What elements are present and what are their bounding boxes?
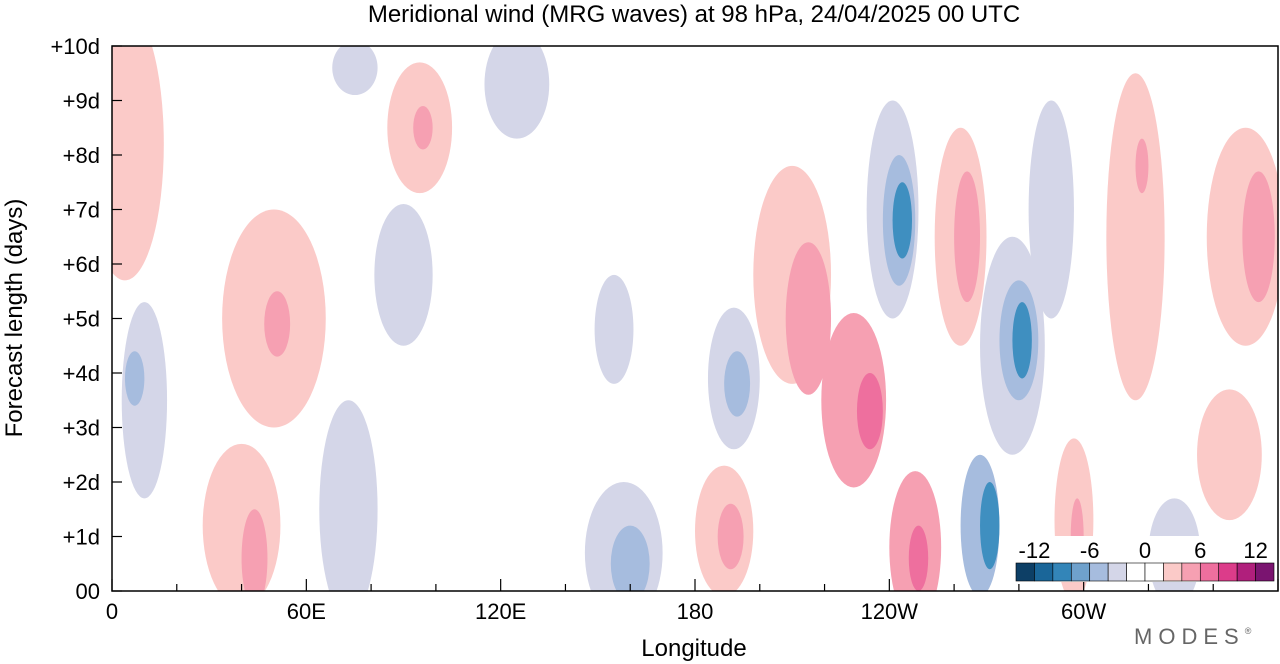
colorbar-label: 6 — [1194, 538, 1206, 563]
contour-blob — [264, 291, 291, 357]
x-axis: 0 60E 120E 180 120W 60W — [106, 579, 1279, 624]
y-tick-label: +9d — [63, 89, 100, 114]
colorbar-swatch — [1218, 562, 1238, 582]
contour-blob — [319, 400, 378, 591]
y-tick-label: +3d — [63, 416, 100, 441]
contour-blob — [1135, 138, 1149, 194]
x-tick-label: 180 — [677, 599, 714, 624]
contour-blob — [980, 481, 1000, 570]
y-tick-label: +6d — [63, 252, 100, 277]
colorbar-label: -6 — [1080, 538, 1100, 563]
contour-blob — [413, 105, 433, 150]
contour-blob — [594, 274, 634, 384]
y-axis: 00 +1d +2d +3d +4d +5d +6d +7d +8d +9d +10d — [50, 34, 122, 604]
contour-blob — [124, 351, 145, 406]
x-tick-label: 60W — [1061, 599, 1106, 624]
brand-logo: MODES® — [1134, 624, 1252, 649]
y-tick-label: +8d — [63, 143, 100, 168]
y-tick-label: +7d — [63, 198, 100, 223]
contour-blob — [717, 503, 744, 570]
x-tick-label: 120E — [475, 599, 526, 624]
colorbar-label: 0 — [1139, 538, 1151, 563]
colorbar-swatch — [1181, 562, 1201, 582]
contour-blob — [856, 373, 883, 450]
y-tick-label: +4d — [63, 361, 100, 386]
contour-blob — [610, 525, 650, 591]
x-tick-label: 0 — [106, 599, 118, 624]
contour-blob — [1106, 73, 1165, 401]
y-tick-label: 00 — [76, 579, 100, 604]
y-tick-label: +10d — [50, 34, 100, 59]
contour-blob — [332, 46, 378, 96]
y-tick-label: +5d — [63, 307, 100, 332]
contour-blob — [1197, 389, 1262, 521]
contour-blob — [892, 182, 913, 259]
colorbar-swatch — [1107, 562, 1127, 582]
contour-blob — [484, 46, 550, 139]
colorbar-swatch — [1089, 562, 1109, 582]
contour-blob — [241, 509, 268, 591]
y-tick-label: +1d — [63, 525, 100, 550]
y-axis-label: Forecast length (days) — [1, 199, 28, 438]
contour-blob — [1242, 171, 1275, 303]
contour-blob — [202, 443, 281, 591]
contour-blob — [1028, 100, 1074, 319]
contour-blob — [785, 242, 832, 395]
colorbar-swatch — [1052, 562, 1072, 582]
contour-blob — [112, 46, 164, 281]
x-tick-label: 60E — [287, 599, 326, 624]
x-tick-label: 120W — [861, 599, 919, 624]
contour-blob — [954, 171, 981, 303]
contour-blob — [908, 525, 929, 591]
chart-title: Meridional wind (MRG waves) at 98 hPa, 2… — [368, 1, 1020, 28]
colorbar-label: -12 — [1019, 538, 1051, 563]
colorbar: -12 -6 0 6 12 — [1010, 536, 1276, 582]
x-axis-label: Longitude — [641, 635, 746, 662]
colorbar-swatch — [1034, 562, 1054, 582]
colorbar-swatch — [1070, 562, 1091, 582]
colorbar-swatch — [1163, 562, 1183, 582]
plot-area — [111, 45, 1279, 592]
colorbar-swatch — [1126, 562, 1146, 582]
colorbar-swatch — [1199, 562, 1220, 582]
contour-blob — [724, 351, 751, 417]
contour-blob — [121, 302, 168, 499]
colorbar-label: 12 — [1243, 538, 1267, 563]
colorbar-swatch — [1015, 562, 1035, 582]
colorbar-swatch — [1236, 562, 1256, 582]
colorbar-swatch — [1144, 562, 1164, 582]
contour-blob — [374, 204, 433, 346]
contour-blob — [1012, 302, 1032, 379]
colorbar-swatch — [1255, 562, 1275, 582]
contour-layer — [112, 46, 1278, 591]
y-tick-label: +2d — [63, 470, 100, 495]
